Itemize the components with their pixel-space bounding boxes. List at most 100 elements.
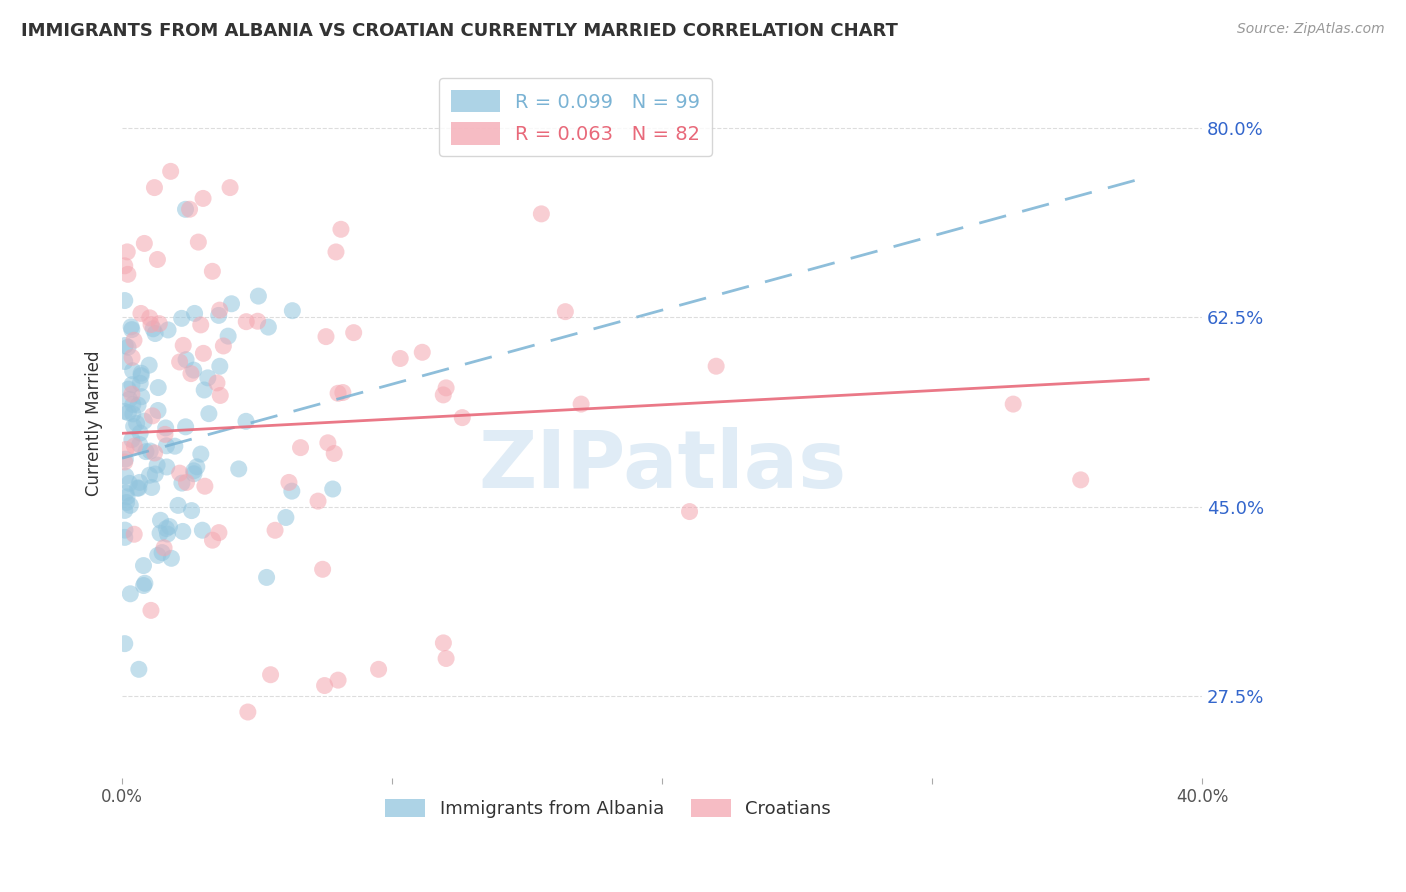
Point [208, 309, 231, 323]
Point [114, 452, 136, 467]
Point [153, 427, 176, 442]
Point [183, 363, 205, 377]
Point [264, 523, 287, 537]
Point [191, 523, 214, 537]
Point [127, 481, 149, 495]
Point [155, 421, 177, 435]
Point [174, 202, 197, 217]
Point [114, 259, 136, 273]
Point [186, 459, 208, 474]
Point [159, 164, 181, 178]
Point [307, 494, 329, 508]
Point [146, 549, 169, 563]
Point [127, 398, 149, 412]
Point [323, 446, 346, 460]
Point [114, 503, 136, 517]
Point [118, 476, 141, 491]
Point [208, 303, 231, 318]
Point [257, 320, 280, 334]
Point [120, 319, 142, 334]
Point [134, 414, 156, 428]
Point [197, 371, 219, 385]
Point [451, 410, 474, 425]
Point [228, 462, 250, 476]
Point [115, 490, 138, 504]
Point [117, 268, 139, 282]
Point [704, 359, 727, 374]
Point [120, 587, 142, 601]
Point [554, 304, 576, 318]
Point [118, 392, 141, 407]
Point [281, 303, 304, 318]
Point [170, 476, 193, 491]
Point [315, 329, 337, 343]
Point [129, 368, 152, 383]
Point [121, 433, 143, 447]
Point [278, 475, 301, 490]
Point [187, 235, 209, 249]
Point [143, 467, 166, 481]
Point [290, 441, 312, 455]
Point [169, 355, 191, 369]
Point [138, 358, 160, 372]
Point [316, 435, 339, 450]
Point [193, 383, 215, 397]
Point [163, 439, 186, 453]
Point [221, 297, 243, 311]
Point [432, 636, 454, 650]
Point [217, 329, 239, 343]
Point [149, 513, 172, 527]
Point [142, 322, 165, 336]
Text: ZIPatlas: ZIPatlas [478, 426, 846, 505]
Point [235, 315, 257, 329]
Point [117, 406, 139, 420]
Point [325, 244, 347, 259]
Point [121, 323, 143, 337]
Point [131, 390, 153, 404]
Point [191, 191, 214, 205]
Point [134, 576, 156, 591]
Point [150, 545, 173, 559]
Point [209, 388, 232, 402]
Point [235, 414, 257, 428]
Point [157, 323, 180, 337]
Point [169, 466, 191, 480]
Point [115, 442, 138, 457]
Point [135, 444, 157, 458]
Point [114, 486, 136, 500]
Point [212, 339, 235, 353]
Point [114, 530, 136, 544]
Point [128, 437, 150, 451]
Point [389, 351, 412, 366]
Point [530, 207, 553, 221]
Y-axis label: Currently Married: Currently Married [86, 351, 103, 496]
Point [322, 482, 344, 496]
Point [143, 446, 166, 460]
Point [193, 346, 215, 360]
Point [138, 468, 160, 483]
Point [114, 354, 136, 368]
Point [114, 293, 136, 308]
Point [434, 381, 457, 395]
Point [122, 419, 145, 434]
Point [569, 397, 592, 411]
Point [121, 377, 143, 392]
Point [174, 352, 197, 367]
Point [121, 397, 143, 411]
Point [194, 479, 217, 493]
Point [117, 382, 139, 396]
Point [190, 447, 212, 461]
Point [159, 519, 181, 533]
Point [1002, 397, 1025, 411]
Point [114, 637, 136, 651]
Point [155, 522, 177, 536]
Point [122, 407, 145, 421]
Point [114, 455, 136, 469]
Point [411, 345, 433, 359]
Point [180, 367, 202, 381]
Point [153, 541, 176, 555]
Point [121, 351, 143, 365]
Point [326, 386, 349, 401]
Point [146, 403, 169, 417]
Point [1070, 473, 1092, 487]
